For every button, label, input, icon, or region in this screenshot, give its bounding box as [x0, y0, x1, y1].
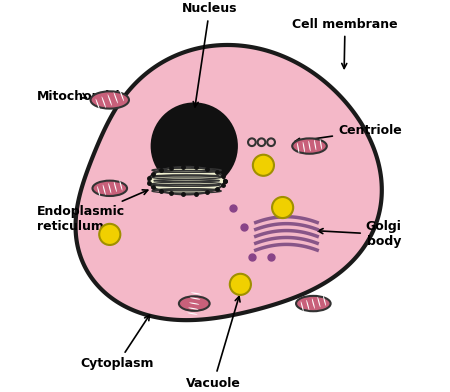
Ellipse shape	[314, 140, 316, 151]
Ellipse shape	[90, 91, 129, 109]
Ellipse shape	[323, 296, 326, 306]
Ellipse shape	[320, 139, 322, 149]
Ellipse shape	[108, 94, 112, 106]
Text: Nucleus: Nucleus	[182, 2, 238, 107]
Text: Endoplasmic
reticulum: Endoplasmic reticulum	[37, 190, 148, 233]
Ellipse shape	[303, 142, 305, 152]
Ellipse shape	[114, 92, 118, 103]
Ellipse shape	[292, 138, 327, 154]
Ellipse shape	[189, 303, 199, 305]
Ellipse shape	[152, 104, 237, 188]
Ellipse shape	[97, 186, 100, 196]
Ellipse shape	[99, 224, 120, 245]
Text: Cytoplasm: Cytoplasm	[81, 315, 154, 370]
Ellipse shape	[95, 99, 100, 110]
Ellipse shape	[148, 167, 225, 194]
Text: Cell membrane: Cell membrane	[292, 18, 398, 69]
Ellipse shape	[114, 181, 117, 192]
Ellipse shape	[308, 141, 310, 151]
Ellipse shape	[189, 308, 198, 310]
Ellipse shape	[191, 292, 201, 294]
Ellipse shape	[306, 300, 309, 310]
Ellipse shape	[297, 143, 299, 153]
Ellipse shape	[103, 185, 106, 195]
Text: Vacuole: Vacuole	[186, 296, 241, 390]
Text: Centriole: Centriole	[295, 124, 402, 143]
Ellipse shape	[190, 298, 200, 299]
PathPatch shape	[76, 45, 382, 320]
Ellipse shape	[253, 155, 274, 176]
Ellipse shape	[296, 296, 331, 311]
Ellipse shape	[317, 297, 320, 307]
Ellipse shape	[93, 181, 127, 196]
Ellipse shape	[188, 312, 198, 315]
Ellipse shape	[179, 296, 210, 311]
Ellipse shape	[272, 197, 293, 218]
Ellipse shape	[102, 96, 106, 108]
Text: Golgi
body: Golgi body	[318, 220, 402, 249]
Ellipse shape	[301, 301, 304, 312]
Ellipse shape	[108, 183, 111, 194]
Ellipse shape	[230, 274, 251, 295]
Text: Mitochondria: Mitochondria	[37, 90, 129, 103]
Ellipse shape	[119, 180, 122, 191]
Ellipse shape	[312, 298, 315, 309]
Ellipse shape	[120, 90, 124, 101]
